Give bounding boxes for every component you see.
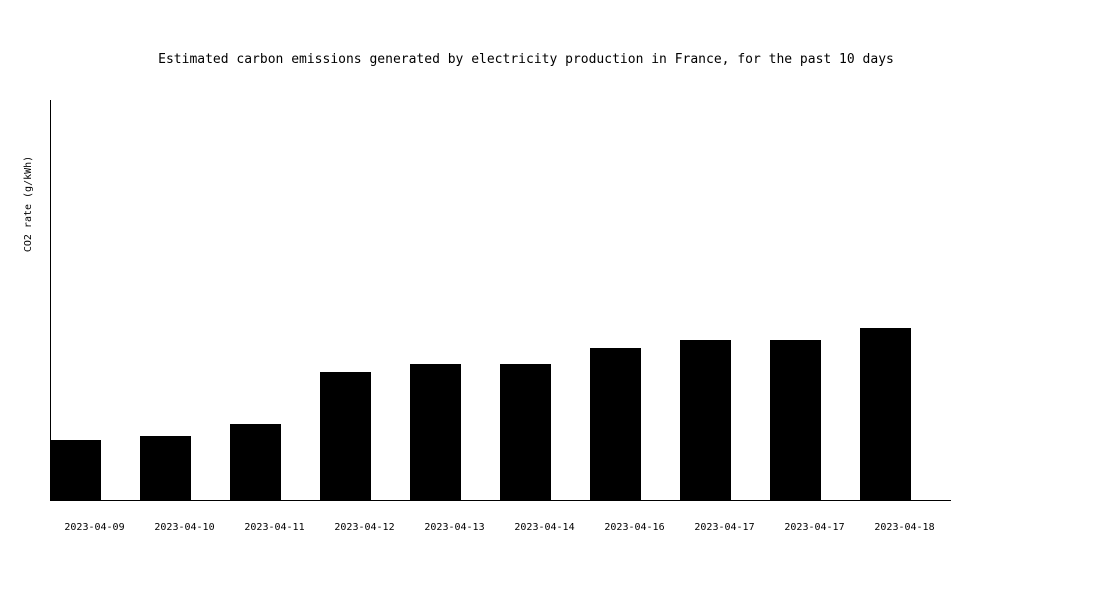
x-tick-label: 2023-04-10 — [154, 522, 214, 533]
x-tick-label: 2023-04-14 — [514, 522, 574, 533]
bar — [410, 364, 461, 500]
x-tick-label: 2023-04-18 — [874, 522, 934, 533]
x-tick-label: 2023-04-16 — [604, 522, 664, 533]
x-tick-label: 2023-04-13 — [424, 522, 484, 533]
y-axis-label: CO2 rate (g/kWh) — [23, 156, 34, 252]
bars-group — [50, 328, 911, 500]
x-tick-label: 2023-04-09 — [64, 522, 124, 533]
bar — [590, 348, 641, 500]
bar — [680, 340, 731, 500]
x-tick-labels: 2023-04-09 2023-04-10 2023-04-11 2023-04-12… — [64, 522, 934, 533]
bar — [140, 436, 191, 500]
x-tick-label: 2023-04-12 — [334, 522, 394, 533]
bar — [770, 340, 821, 500]
bar — [230, 424, 281, 500]
bar — [500, 364, 551, 500]
bar — [320, 372, 371, 500]
chart-title: Estimated carbon emissions generated by … — [158, 52, 894, 67]
bar — [860, 328, 911, 500]
x-tick-label: 2023-04-17 — [694, 522, 754, 533]
x-tick-label: 2023-04-11 — [244, 522, 304, 533]
x-tick-label: 2023-04-17 — [784, 522, 844, 533]
bar — [50, 440, 101, 500]
